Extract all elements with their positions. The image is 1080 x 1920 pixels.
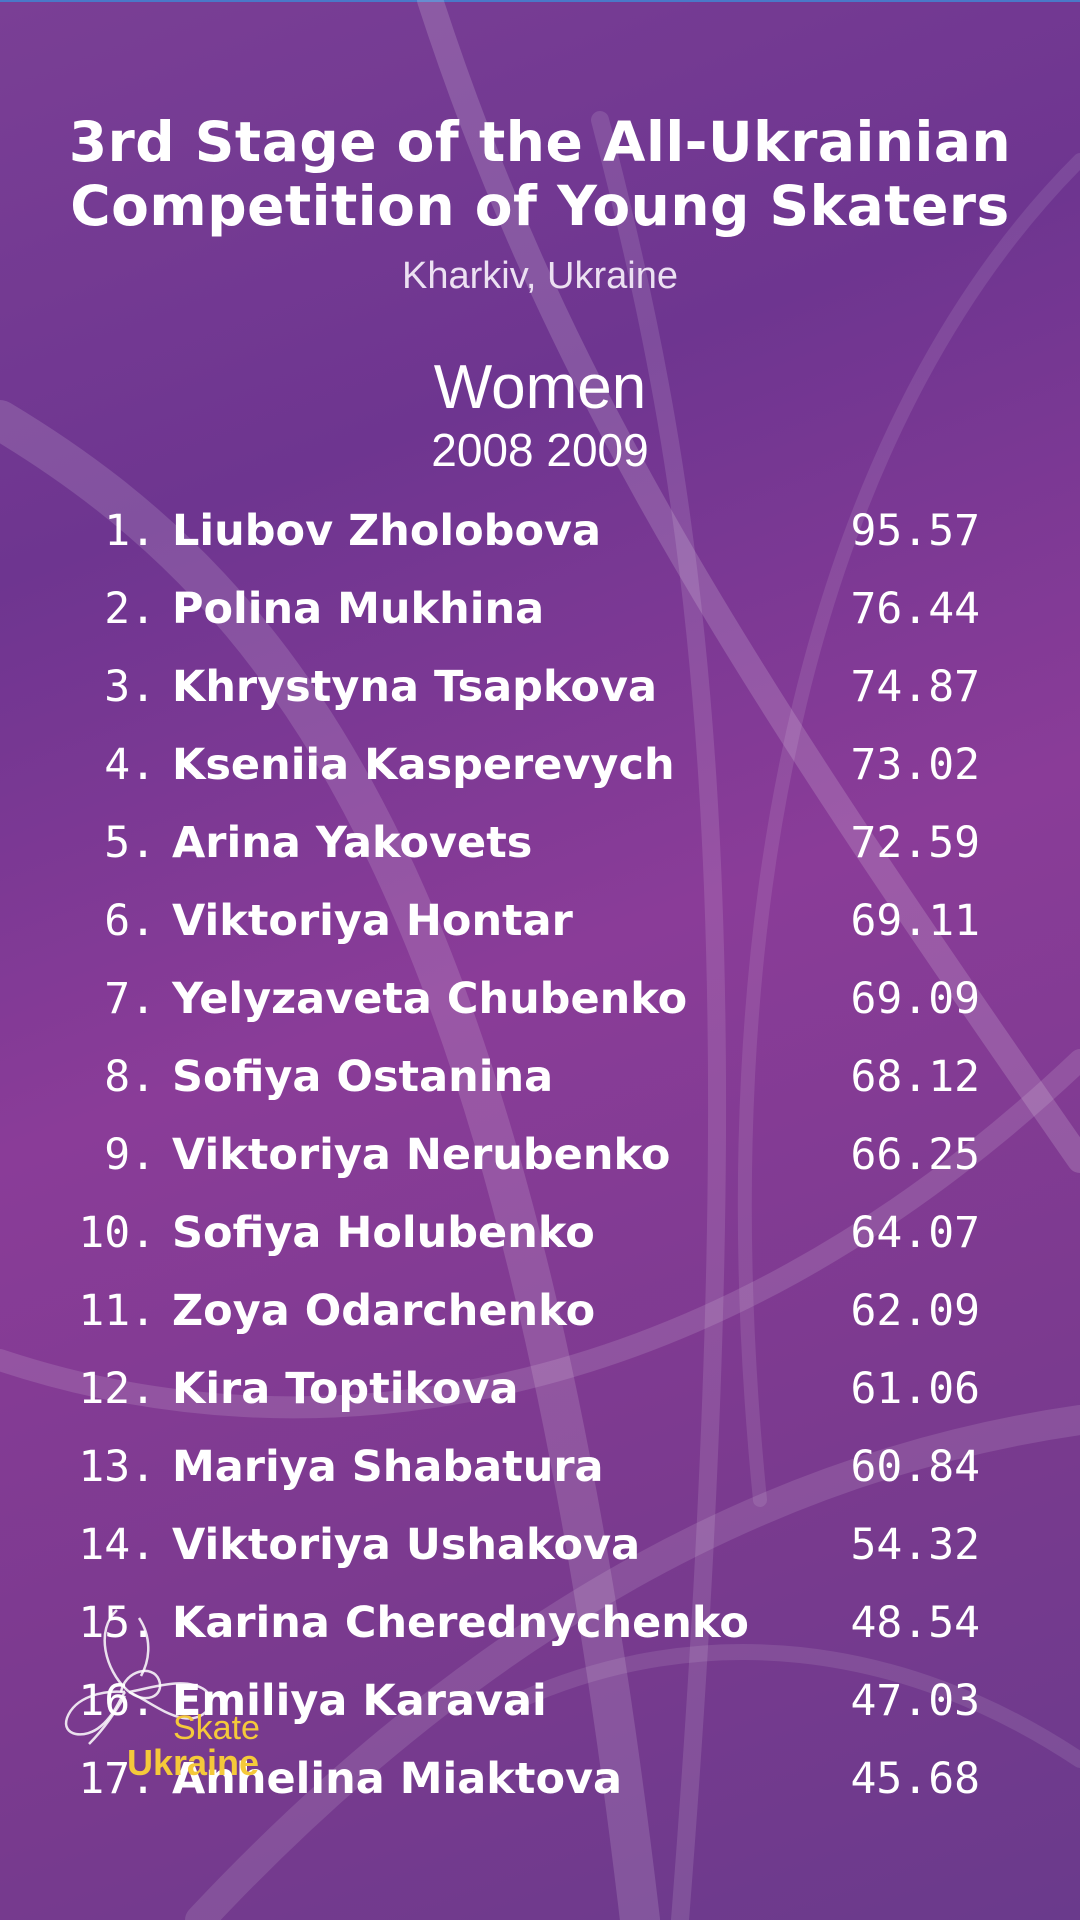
top-border [0, 0, 1080, 2]
result-score: 74.87 [850, 662, 980, 712]
result-name: Arina Yakovets [172, 818, 533, 868]
result-name: Sofiya Ostanina [172, 1052, 554, 1102]
result-row: 17. Anhelina Miaktova 45.68 [0, 1740, 1080, 1818]
result-name: Mariya Shabatura [172, 1442, 604, 1492]
result-name: Viktoriya Hontar [172, 896, 573, 946]
results-list: 1. Liubov Zholobova 95.57 2. Polina Mukhina 7… [0, 492, 1080, 1818]
category-years: 2008 2009 [431, 424, 649, 476]
result-row: 10. Sofiya Holubenko 64.07 [0, 1194, 1080, 1272]
result-name: Karina Cherednychenko [172, 1598, 749, 1648]
result-name: Liubov Zholobova [172, 506, 602, 556]
result-row: 6. Viktoriya Hontar 69.11 [0, 882, 1080, 960]
result-name: Kseniia Kasperevych [172, 740, 675, 790]
result-row: 1. Liubov Zholobova 95.57 [0, 492, 1080, 570]
result-rank: 4. [104, 740, 156, 790]
result-row: 4. Kseniia Kasperevych 73.02 [0, 726, 1080, 804]
event-title: 3rd Stage of the All-Ukrainian Competiti… [0, 110, 1080, 238]
result-score: 66.25 [850, 1130, 980, 1180]
result-row: 3. Khrystyna Tsapkova 74.87 [0, 648, 1080, 726]
result-score: 68.12 [850, 1052, 980, 1102]
result-row: 14. Viktoriya Ushakova 54.32 [0, 1506, 1080, 1584]
result-name: Viktoriya Nerubenko [172, 1130, 671, 1180]
result-score: 61.06 [850, 1364, 980, 1414]
result-score: 73.02 [850, 740, 980, 790]
result-score: 72.59 [850, 818, 980, 868]
logo-text-ukraine: Ukraine [127, 1742, 260, 1783]
result-score: 95.57 [850, 506, 980, 556]
result-name: Khrystyna Tsapkova [172, 662, 657, 712]
category-name: Women [433, 353, 647, 422]
skate-ukraine-logo: Skate Ukraine [55, 1600, 295, 1790]
result-rank: 16. [78, 1676, 156, 1726]
result-rank: 1. [104, 506, 156, 556]
skater-outline-icon [64, 1609, 212, 1745]
result-rank: 5. [104, 818, 156, 868]
result-row: 9. Viktoriya Nerubenko 66.25 [0, 1116, 1080, 1194]
result-name: Zoya Odarchenko [172, 1286, 596, 1336]
result-name: Yelyzaveta Chubenko [172, 974, 688, 1024]
result-score: 47.03 [850, 1676, 980, 1726]
result-rank: 8. [104, 1052, 156, 1102]
result-name: Sofiya Holubenko [172, 1208, 595, 1258]
result-score: 64.07 [850, 1208, 980, 1258]
result-row: 11. Zoya Odarchenko 62.09 [0, 1272, 1080, 1350]
result-name: Emiliya Karavai [172, 1676, 547, 1726]
result-row: 15. Karina Cherednychenko 48.54 [0, 1584, 1080, 1662]
result-score: 60.84 [850, 1442, 980, 1492]
result-rank: 14. [78, 1520, 156, 1570]
result-rank: 7. [104, 974, 156, 1024]
result-row: 5. Arina Yakovets 72.59 [0, 804, 1080, 882]
result-row: 13. Mariya Shabatura 60.84 [0, 1428, 1080, 1506]
result-score: 69.11 [850, 896, 980, 946]
result-score: 62.09 [850, 1286, 980, 1336]
result-name: Polina Mukhina [172, 584, 545, 634]
result-rank: 10. [78, 1208, 156, 1258]
result-score: 48.54 [850, 1598, 980, 1648]
result-row: 7. Yelyzaveta Chubenko 69.09 [0, 960, 1080, 1038]
result-rank: 3. [104, 662, 156, 712]
category-heading: Women 2008 2009 [0, 352, 1080, 476]
result-rank: 11. [78, 1286, 156, 1336]
result-rank: 17. [78, 1754, 156, 1804]
result-row: 12. Kira Toptikova 61.06 [0, 1350, 1080, 1428]
logo-text-skate: Skate [173, 1709, 260, 1747]
result-rank: 12. [78, 1364, 156, 1414]
result-score: 69.09 [850, 974, 980, 1024]
result-name: Anhelina Miaktova [172, 1754, 623, 1804]
result-score: 45.68 [850, 1754, 980, 1804]
result-rank: 13. [78, 1442, 156, 1492]
event-title-line2: Competition of Young Skaters [70, 174, 1010, 238]
result-name: Viktoriya Ushakova [172, 1520, 641, 1570]
header: 3rd Stage of the All-Ukrainian Competiti… [0, 110, 1080, 298]
event-title-line1: 3rd Stage of the All-Ukrainian [68, 110, 1012, 174]
result-score: 54.32 [850, 1520, 980, 1570]
result-row: 8. Sofiya Ostanina 68.12 [0, 1038, 1080, 1116]
event-location: Kharkiv, Ukraine [402, 255, 678, 297]
result-row: 2. Polina Mukhina 76.44 [0, 570, 1080, 648]
result-rank: 2. [104, 584, 156, 634]
result-name: Kira Toptikova [172, 1364, 519, 1414]
result-score: 76.44 [850, 584, 980, 634]
result-rank: 9. [104, 1130, 156, 1180]
result-rank: 6. [104, 896, 156, 946]
result-row: 16. Emiliya Karavai 47.03 [0, 1662, 1080, 1740]
